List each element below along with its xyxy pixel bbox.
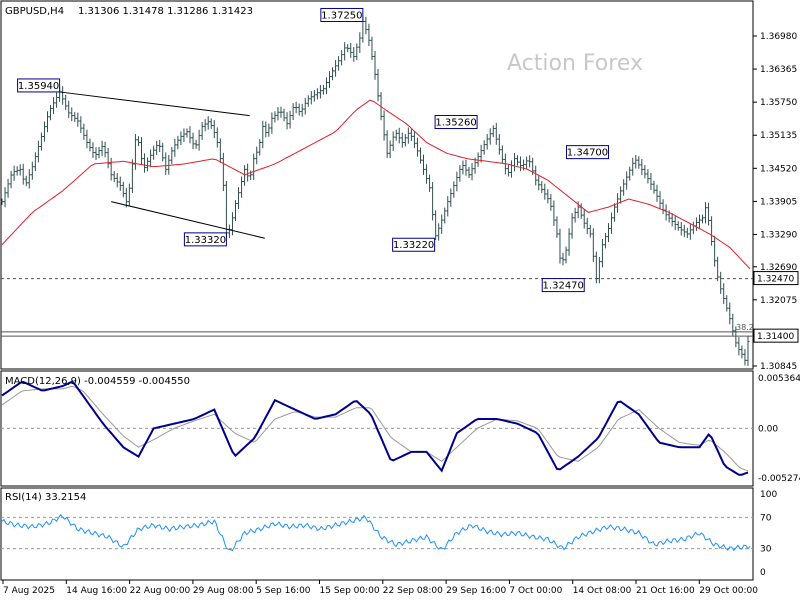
time-axis-label: 22 Sep 08:00: [383, 586, 443, 596]
time-axis-label: 29 Sep 16:00: [446, 586, 506, 596]
annotation-box: [320, 7, 364, 22]
watermark: Action Forex: [507, 51, 643, 76]
price-axis-label: 1.33905: [760, 197, 797, 207]
ohlc-readout: 1.31306 1.31478 1.31286 1.31423: [78, 6, 253, 17]
price-axis-highlight: 1.32470: [753, 271, 799, 286]
macd-axis-label: -0.005274: [758, 474, 800, 484]
price-axis-highlight-box: [753, 271, 799, 286]
time-axis-label: 5 Sep 16:00: [256, 586, 311, 596]
annotation-label: 1.32470: [543, 281, 584, 292]
macd-axis-label: 0.005364: [758, 374, 800, 384]
annotation-box: [392, 237, 436, 252]
time-axis-label: 21 Oct 16:00: [636, 586, 695, 596]
time-axis-label: 29 Oct 00:00: [699, 586, 758, 596]
price-panel-frame: [0, 0, 754, 370]
trendline: [59, 91, 250, 117]
time-axis-label: 22 Aug 00:00: [130, 586, 191, 596]
price-axis-highlight-label: 1.31400: [757, 332, 794, 342]
annotation-label: 1.35940: [18, 81, 59, 92]
macd-title: MACD(12,26,9) -0.004559 -0.004550: [5, 376, 190, 387]
annotation-box: [434, 115, 478, 130]
price-axis-label: 1.34520: [760, 164, 797, 174]
rsi-panel-frame: [0, 487, 754, 581]
rsi-title: RSI(14) 33.2154: [5, 492, 86, 503]
macd-line: [1, 380, 749, 476]
rsi-line: [1, 513, 751, 552]
rsi-axis-label: 30: [760, 545, 772, 555]
rsi-axis-label: 100: [760, 490, 777, 500]
annotation-label: 1.33320: [185, 235, 226, 246]
macd-layer: [1, 380, 753, 476]
time-axis-label: 29 Aug 08:00: [193, 586, 254, 596]
price-axis-label: 1.33290: [760, 230, 797, 240]
annotation-box: [565, 145, 609, 160]
price-axis-highlight-label: 1.32470: [757, 275, 794, 285]
axis-layer: 1.36980 1.36365 1.35750 1.35135 1.34520 1.339…: [2, 32, 800, 596]
annotation-label: 1.35260: [435, 118, 476, 129]
annotation-label: 1.34700: [567, 148, 608, 159]
price-axis-label: 1.32075: [760, 296, 797, 306]
trendline: [111, 201, 265, 239]
time-axis-label: 7 Oct 00:00: [509, 586, 562, 596]
price-axis-label: 1.36365: [760, 65, 797, 75]
price-annotation: 1.35940: [17, 78, 61, 93]
fib-level-label: 38.2: [736, 323, 754, 332]
annotation-label: 1.33220: [393, 240, 434, 251]
annotation-box: [541, 278, 585, 293]
macd-axis-label: 0.00: [758, 424, 778, 434]
price-axis-label: 1.35750: [760, 98, 797, 108]
price-annotation: 1.34700: [565, 145, 609, 160]
price-annotation: 1.37250: [320, 7, 364, 22]
moving-average-line: [1, 99, 751, 270]
time-axis-label: 14 Aug 16:00: [66, 586, 127, 596]
annotation-box: [17, 78, 61, 93]
time-axis-label: 15 Sep 00:00: [320, 586, 380, 596]
price-annotation: 1.35260: [434, 115, 478, 130]
price-layer: 1.35940 1.33320 1.37250 1.35260 1.33220 1.347…: [0, 7, 754, 366]
price-annotation: 1.33320: [183, 232, 227, 247]
price-axis-label: 1.32690: [760, 263, 797, 273]
macd-signal-line: [1, 385, 749, 472]
price-annotation: 1.33220: [392, 237, 436, 252]
time-axis-label: 14 Oct 08:00: [573, 586, 632, 596]
price-axis-label: 1.30845: [760, 362, 797, 372]
price-axis-highlight-box: [753, 328, 799, 343]
price-axis-highlight: 1.31400: [753, 328, 799, 343]
price-annotation: 1.32470: [541, 278, 585, 293]
rsi-layer: [1, 513, 753, 552]
time-axis-label: 7 Aug 2025: [3, 586, 55, 596]
annotation-label: 1.37250: [321, 10, 362, 21]
annotation-box: [183, 232, 227, 247]
price-axis-label: 1.36980: [760, 32, 797, 42]
rsi-axis-label: 0: [760, 568, 766, 578]
rsi-axis-label: 70: [760, 513, 772, 523]
price-axis-label: 1.35135: [760, 131, 797, 141]
chart-title: GBPUSD,H4: [5, 6, 64, 17]
